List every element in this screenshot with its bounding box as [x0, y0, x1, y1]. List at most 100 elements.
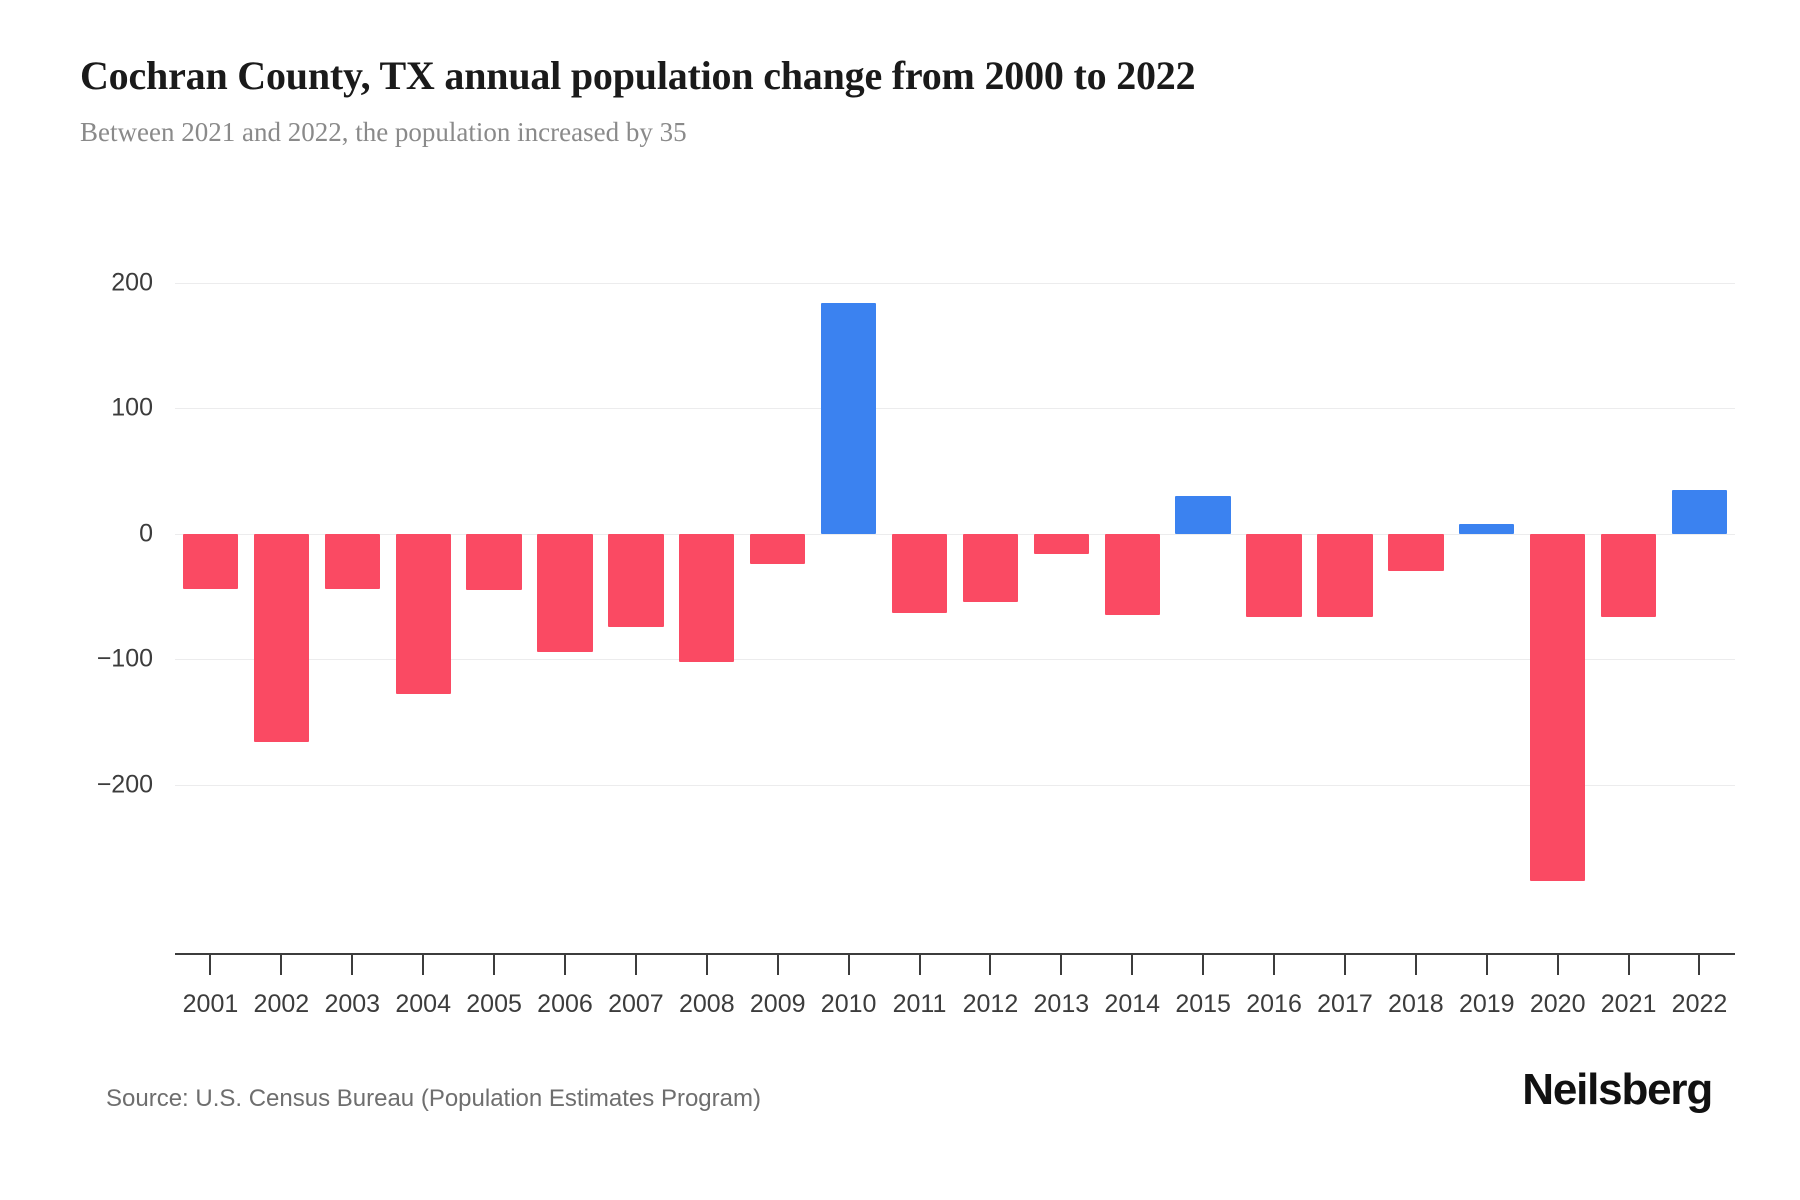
- x-axis-tick-mark: [280, 955, 283, 975]
- x-axis-tick-mark: [493, 955, 496, 975]
- x-axis-tick: [671, 955, 742, 977]
- bar-slot: [1097, 283, 1168, 910]
- x-axis-line: [175, 953, 1735, 955]
- x-axis-tick: [317, 955, 388, 977]
- bar-2011[interactable]: [891, 533, 948, 613]
- x-axis-tick-mark: [1698, 955, 1701, 975]
- x-axis-tick: [1239, 955, 1310, 977]
- bar-2009[interactable]: [750, 533, 806, 564]
- bar-2007[interactable]: [608, 533, 664, 627]
- gridline: [175, 659, 1735, 661]
- y-axis-tick-label: −100: [96, 644, 153, 673]
- x-axis-tick: [388, 955, 459, 977]
- bar-2015[interactable]: [1175, 496, 1231, 534]
- bar-2001[interactable]: [182, 533, 239, 589]
- bar-slot: [671, 283, 742, 910]
- bar-slot: [1239, 283, 1310, 910]
- x-axis-tick-mark: [1060, 955, 1063, 975]
- bar-2006[interactable]: [537, 533, 593, 652]
- x-axis-tick: [1664, 955, 1735, 977]
- y-axis-tick-label: −200: [96, 770, 153, 799]
- x-axis-label-2017: 2017: [1317, 990, 1373, 1018]
- x-axis-tick-mark: [1414, 955, 1417, 975]
- bar-slot: [1664, 283, 1735, 910]
- x-axis-label-2002: 2002: [253, 990, 310, 1018]
- bar-series: [175, 283, 1735, 910]
- bar-2017[interactable]: [1317, 533, 1373, 617]
- bar-2003[interactable]: [324, 533, 380, 589]
- bar-slot: [813, 283, 884, 910]
- x-axis-label-2012: 2012: [962, 990, 1019, 1018]
- y-axis-tick-label: 0: [139, 519, 153, 548]
- bar-2008[interactable]: [679, 533, 735, 662]
- bar-slot: [388, 283, 459, 910]
- gridline: [175, 408, 1735, 410]
- x-axis-label-2004: 2004: [395, 990, 451, 1018]
- x-axis-tick: [1451, 955, 1522, 977]
- y-axis-tick-label: 200: [111, 268, 153, 297]
- x-axis-tick: [955, 955, 1026, 977]
- x-axis-tick-mark: [1485, 955, 1488, 975]
- x-axis-tick-mark: [351, 955, 354, 975]
- x-axis-tick: [246, 955, 317, 977]
- x-axis-tick-mark: [1202, 955, 1205, 975]
- x-axis-labels: 2001 2002 2003 2004 2005 2006 2007 2008 2009 2010…: [175, 990, 1735, 1019]
- bar-slot: [246, 283, 317, 910]
- bar-2020[interactable]: [1530, 533, 1586, 882]
- x-axis-label-2015: 2015: [1175, 990, 1231, 1018]
- x-axis-label-2020: 2020: [1529, 990, 1586, 1018]
- bar-slot: [1522, 283, 1593, 910]
- y-axis-tick-label: 100: [111, 393, 153, 422]
- x-axis-tick: [1026, 955, 1097, 977]
- x-axis-tick: [459, 955, 530, 977]
- bar-2010[interactable]: [820, 303, 877, 534]
- bar-2022[interactable]: [1671, 489, 1728, 534]
- bar-slot: [884, 283, 955, 910]
- gridline: [175, 283, 1735, 284]
- bar-slot: [459, 283, 530, 910]
- x-axis-tick-mark: [918, 955, 921, 975]
- x-axis-ticks: [175, 955, 1735, 977]
- x-axis-tick: [884, 955, 955, 977]
- bar-slot: [742, 283, 813, 910]
- page-title: Cochran County, TX annual population cha…: [80, 53, 1196, 98]
- x-axis-tick-mark: [705, 955, 708, 975]
- x-axis-tick: [530, 955, 601, 977]
- x-axis-tick-mark: [776, 955, 779, 975]
- bar-slot: [1168, 283, 1239, 910]
- x-axis-tick-mark: [847, 955, 850, 975]
- bar-2004[interactable]: [395, 533, 451, 695]
- x-axis-tick-mark: [1273, 955, 1276, 975]
- bar-2013[interactable]: [1033, 533, 1089, 554]
- x-axis-tick-mark: [209, 955, 212, 975]
- bar-2002[interactable]: [253, 533, 309, 742]
- x-axis-label-2022: 2022: [1671, 990, 1728, 1018]
- bar-2005[interactable]: [466, 533, 522, 591]
- x-axis-tick: [600, 955, 671, 977]
- x-axis-label-2019: 2019: [1458, 990, 1515, 1018]
- bar-2021[interactable]: [1600, 533, 1657, 617]
- bar-2014[interactable]: [1104, 533, 1160, 616]
- bar-slot: [1026, 283, 1097, 910]
- x-axis-label-2016: 2016: [1246, 990, 1302, 1018]
- bar-slot: [317, 283, 388, 910]
- gridline: [175, 784, 1735, 786]
- bar-2019[interactable]: [1459, 523, 1515, 534]
- x-axis-tick-mark: [989, 955, 992, 975]
- bar-2018[interactable]: [1388, 533, 1444, 572]
- x-axis-label-2021: 2021: [1600, 990, 1657, 1018]
- x-axis-tick: [1593, 955, 1664, 977]
- x-axis-label-2010: 2010: [820, 990, 877, 1018]
- chart-subtitle: Between 2021 and 2022, the population in…: [80, 117, 687, 147]
- bar-slot: [1380, 283, 1451, 910]
- x-axis-label-2008: 2008: [678, 990, 735, 1018]
- chart-header: Cochran County, TX annual population cha…: [80, 52, 1720, 148]
- bar-slot: [955, 283, 1026, 910]
- x-axis-label-2005: 2005: [466, 990, 522, 1018]
- x-axis-tick: [1168, 955, 1239, 977]
- bar-2012[interactable]: [962, 533, 1019, 602]
- bar-slot: [530, 283, 601, 910]
- bar-2016[interactable]: [1246, 533, 1302, 617]
